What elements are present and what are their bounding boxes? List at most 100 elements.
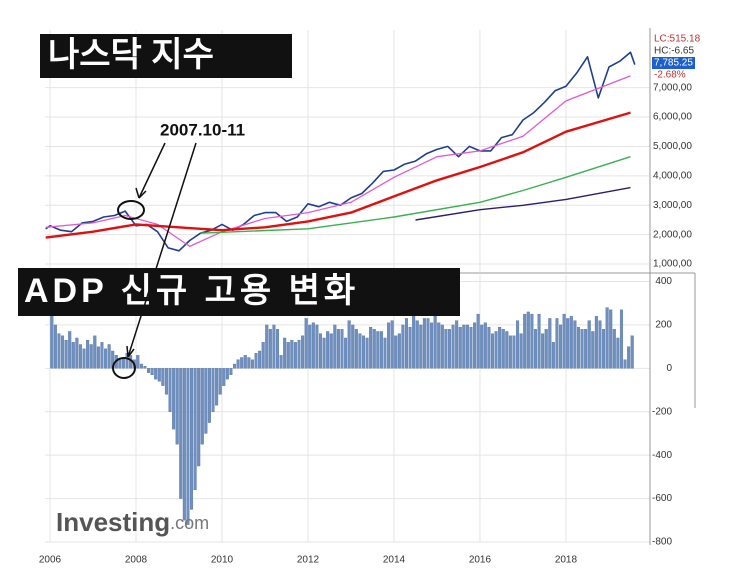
- bar: [121, 357, 125, 369]
- bar: [426, 318, 430, 369]
- y-tick-label: 6,000,00: [653, 112, 692, 123]
- x-tick-label: 2012: [297, 555, 320, 566]
- bar: [501, 329, 505, 369]
- bar: [351, 324, 355, 369]
- bar: [229, 368, 233, 376]
- bar: [329, 333, 333, 369]
- bar: [616, 337, 620, 369]
- bar: [433, 316, 437, 369]
- bar: [559, 324, 563, 369]
- bar: [580, 329, 584, 369]
- bar: [304, 318, 308, 369]
- bar: [440, 324, 444, 369]
- bar: [587, 320, 591, 369]
- bar: [347, 320, 351, 369]
- arrow-head: [126, 345, 135, 358]
- bar: [182, 368, 186, 521]
- bar: [147, 368, 151, 373]
- bar: [358, 333, 362, 369]
- x-tick-label: 2016: [469, 555, 492, 566]
- info-label: HC:-6.65: [654, 46, 694, 57]
- bar: [143, 366, 147, 369]
- bar: [508, 335, 512, 369]
- bar: [627, 346, 631, 369]
- y-tick-label: -400: [652, 450, 672, 461]
- bar: [197, 368, 201, 467]
- bar: [279, 355, 283, 369]
- bar: [623, 359, 627, 369]
- bar: [250, 359, 254, 369]
- bar: [308, 324, 312, 369]
- bar: [68, 331, 72, 369]
- bar: [286, 342, 290, 369]
- bar: [190, 368, 194, 510]
- bar: [344, 337, 348, 369]
- bar: [512, 335, 516, 369]
- bar: [78, 344, 82, 369]
- bar: [86, 339, 90, 369]
- bar: [598, 320, 602, 369]
- bar: [89, 344, 93, 369]
- bar: [630, 335, 634, 369]
- y-tick-label: 7,000,00: [653, 82, 692, 93]
- bar: [326, 331, 330, 369]
- x-tick-label: 2018: [555, 555, 578, 566]
- y-tick-label: 200: [655, 320, 672, 331]
- watermark: Investing.com: [56, 507, 209, 537]
- bar: [555, 318, 559, 369]
- bar: [404, 318, 409, 369]
- bar: [53, 324, 57, 369]
- bar: [458, 326, 462, 369]
- bar: [537, 313, 541, 369]
- bar: [200, 368, 204, 445]
- watermark-suffix: .com: [170, 513, 209, 533]
- bar: [605, 307, 609, 369]
- bar: [207, 368, 211, 423]
- bar: [544, 329, 548, 369]
- y-tick-label: 1,000,00: [653, 259, 692, 270]
- bar: [254, 352, 258, 369]
- bar: [354, 329, 358, 369]
- chart-title: 나스닥 지수: [48, 36, 214, 74]
- bar: [498, 326, 502, 369]
- bar: [422, 318, 426, 369]
- bar: [473, 322, 477, 369]
- bar: [161, 368, 165, 386]
- bar: [57, 333, 61, 369]
- line-series: [200, 156, 631, 234]
- bar: [573, 320, 577, 369]
- bar: [369, 326, 373, 369]
- bar: [275, 329, 280, 369]
- bar: [609, 309, 613, 369]
- bar: [412, 313, 416, 369]
- arrow: [127, 142, 197, 358]
- bar: [401, 324, 405, 369]
- bar: [157, 368, 161, 382]
- bar: [136, 355, 140, 369]
- bar: [297, 339, 301, 369]
- bar: [301, 335, 305, 369]
- bar: [293, 342, 297, 369]
- bar: [139, 363, 143, 369]
- bar: [383, 337, 387, 369]
- bar: [93, 335, 97, 369]
- bar: [569, 316, 573, 369]
- bar: [394, 335, 398, 369]
- x-tick-label: 2008: [125, 555, 148, 566]
- bar: [390, 320, 394, 369]
- last-price-box: [652, 57, 695, 69]
- bar: [376, 331, 380, 369]
- bar: [519, 333, 523, 369]
- bar: [336, 329, 340, 369]
- bar: [82, 348, 86, 369]
- bar: [408, 326, 412, 369]
- x-tick-label: 2010: [211, 555, 234, 566]
- line-series: [415, 186, 631, 221]
- bar: [211, 368, 215, 412]
- bar: [172, 368, 176, 430]
- info-label: LC:515.18: [654, 34, 701, 45]
- bar: [243, 355, 247, 369]
- bar: [233, 363, 237, 369]
- bar: [179, 368, 183, 499]
- bar: [419, 324, 423, 369]
